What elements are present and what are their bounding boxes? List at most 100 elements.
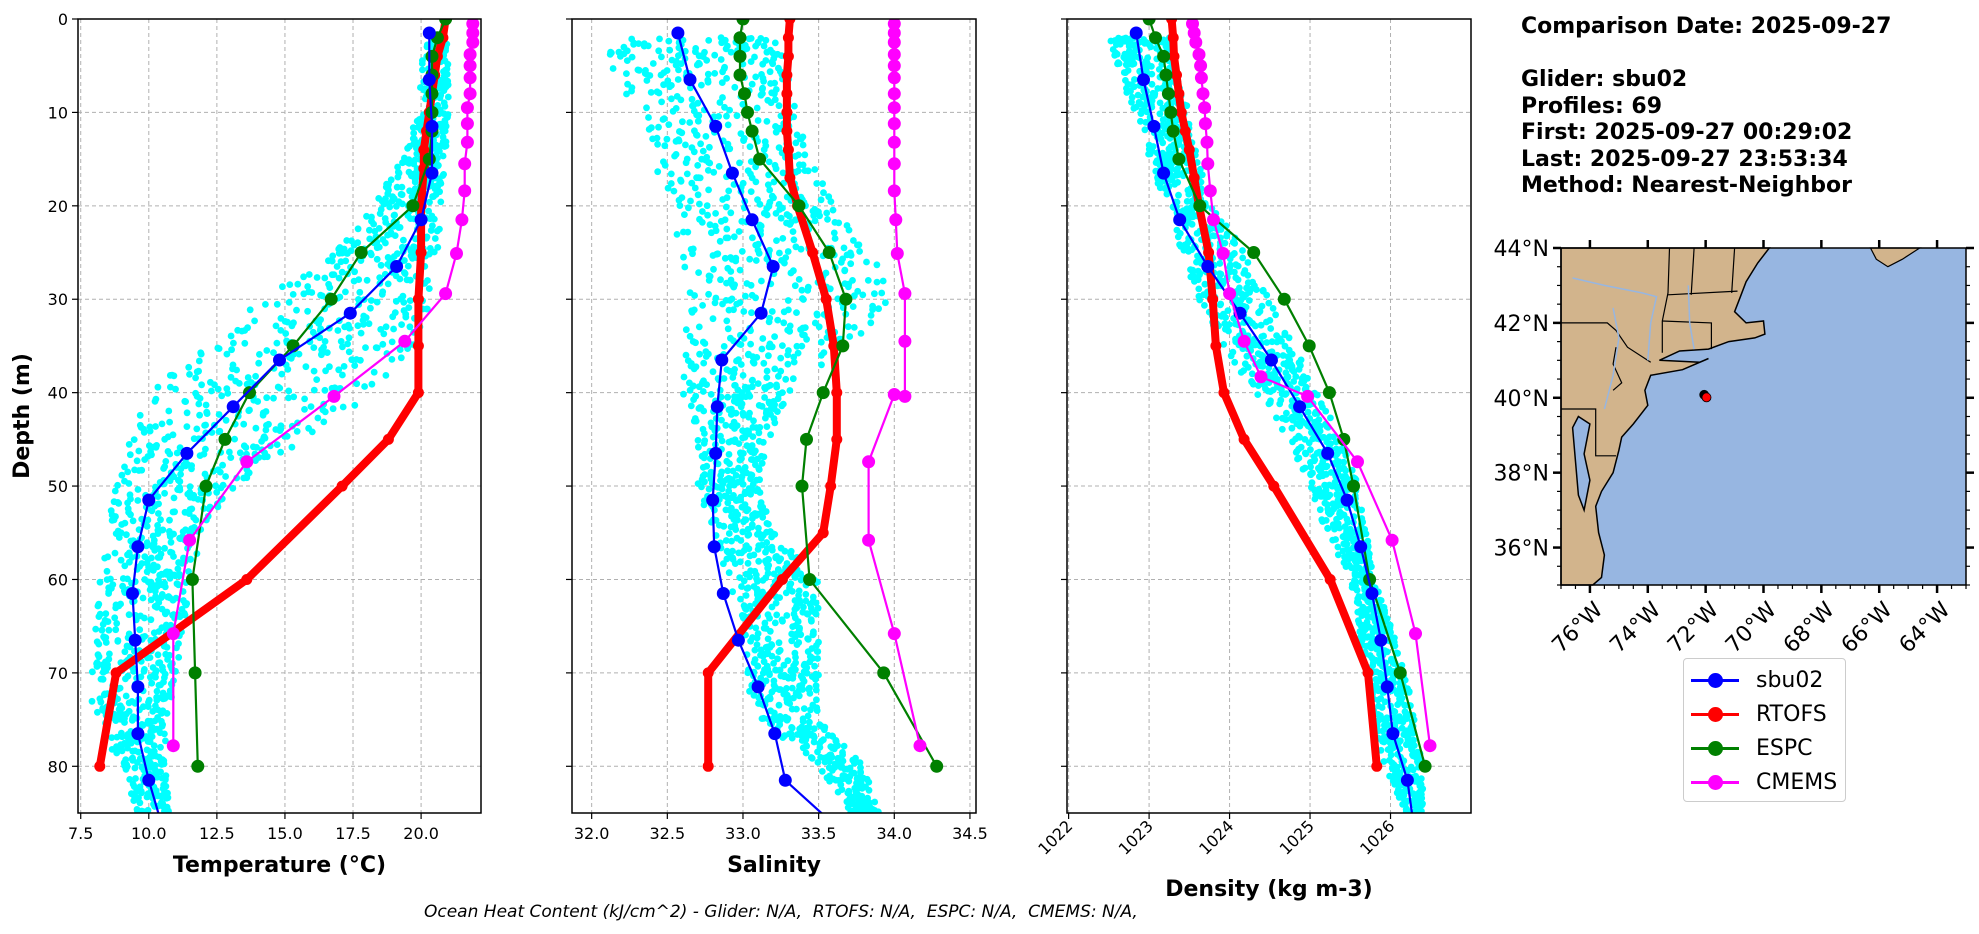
- data-point-cmems: [463, 87, 477, 101]
- scatter-point: [251, 317, 258, 325]
- scatter-point: [782, 375, 790, 383]
- scatter-point: [789, 671, 797, 679]
- data-point-espc: [354, 246, 368, 259]
- data-point-espc: [1159, 68, 1173, 82]
- data-point-rtofs: [782, 144, 794, 156]
- scatter-point: [276, 427, 284, 434]
- lat-tick-label: 36°N: [1494, 537, 1549, 562]
- scatter-point: [726, 106, 733, 114]
- data-point-espc: [1337, 432, 1351, 446]
- scatter-point: [1245, 297, 1253, 304]
- scatter-point: [798, 135, 805, 143]
- lon-tick-label: 64°W: [1895, 597, 1956, 658]
- scatter-point: [219, 461, 227, 469]
- scatter-point: [367, 251, 375, 259]
- scatter-point: [1393, 789, 1401, 797]
- scatter-point: [136, 783, 144, 791]
- data-point-sbu02: [1386, 727, 1400, 741]
- scatter-point: [167, 548, 174, 556]
- scatter-point: [348, 356, 356, 364]
- scatter-point: [425, 285, 433, 292]
- scatter-point: [197, 349, 205, 357]
- scatter-point: [752, 241, 760, 249]
- scatter-point: [138, 560, 146, 567]
- scatter-point: [1114, 60, 1121, 68]
- scatter-point: [759, 669, 767, 677]
- scatter-point: [607, 48, 614, 56]
- scatter-point: [95, 613, 103, 620]
- scatter-point: [1201, 280, 1209, 288]
- scatter-point: [418, 60, 426, 67]
- scatter-point: [121, 562, 129, 570]
- scatter-point: [1125, 42, 1133, 50]
- scatter-point: [790, 358, 798, 366]
- scatter-point: [862, 783, 869, 791]
- data-point-cmems: [166, 739, 180, 753]
- scatter-point: [804, 286, 812, 294]
- scatter-point: [827, 198, 835, 206]
- scatter-point: [174, 565, 182, 573]
- scatter-point: [761, 394, 768, 401]
- scatter-point: [705, 186, 712, 194]
- scatter-point: [357, 329, 365, 337]
- data-point-espc: [406, 199, 420, 213]
- scatter-point: [103, 567, 111, 575]
- scatter-point: [774, 655, 781, 663]
- scatter-point: [309, 328, 317, 336]
- scatter-point: [797, 326, 804, 333]
- scatter-point: [737, 130, 745, 138]
- scatter-point: [790, 113, 798, 121]
- scatter-point: [384, 190, 392, 198]
- scatter-point: [697, 52, 704, 60]
- scatter-point: [635, 66, 643, 74]
- data-point-rtofs: [412, 293, 424, 305]
- scatter-point: [1211, 232, 1218, 240]
- scatter-point: [1391, 780, 1399, 788]
- scatter-point: [775, 639, 783, 647]
- scatter-point: [878, 289, 886, 297]
- scatter-point: [310, 367, 318, 375]
- scatter-point: [759, 335, 767, 342]
- scatter-point: [385, 254, 392, 262]
- scatter-point: [368, 213, 375, 221]
- scatter-point: [410, 243, 417, 251]
- scatter-point: [771, 365, 779, 373]
- scatter-point: [1374, 711, 1382, 718]
- scatter-point: [134, 759, 141, 766]
- y-tick-label: 30: [48, 290, 68, 309]
- scatter-point: [728, 281, 736, 289]
- scatter-point: [705, 37, 713, 44]
- scatter-point: [678, 194, 686, 202]
- scatter-point: [1218, 313, 1226, 320]
- data-point-sbu02: [710, 400, 724, 414]
- scatter-point: [152, 395, 160, 403]
- scatter-point: [804, 167, 812, 175]
- data-point-sbu02: [1129, 26, 1143, 40]
- scatter-point: [192, 374, 200, 382]
- scatter-point: [846, 333, 854, 340]
- scatter-point: [835, 777, 843, 784]
- scatter-point: [763, 118, 771, 125]
- scatter-point: [760, 453, 768, 461]
- scatter-point: [721, 492, 729, 500]
- data-point-sbu02: [671, 26, 685, 40]
- scatter-point: [126, 451, 134, 459]
- scatter-point: [658, 98, 665, 106]
- scatter-point: [161, 489, 169, 497]
- scatter-point: [170, 372, 178, 380]
- scatter-point: [744, 525, 752, 533]
- scatter-point: [144, 703, 152, 710]
- scatter-point: [798, 737, 806, 744]
- scatter-point: [643, 77, 651, 84]
- scatter-point: [850, 769, 858, 777]
- scatter-point: [686, 119, 694, 126]
- scatter-point: [1195, 285, 1203, 293]
- scatter-point: [1122, 61, 1130, 69]
- scatter-point: [784, 657, 792, 665]
- series-rtofs: [702, 19, 843, 772]
- data-point-espc: [792, 199, 806, 213]
- scatter-point: [755, 249, 763, 257]
- scatter-point: [1241, 360, 1249, 368]
- scatter-point: [747, 158, 755, 166]
- data-point-rtofs: [412, 340, 424, 352]
